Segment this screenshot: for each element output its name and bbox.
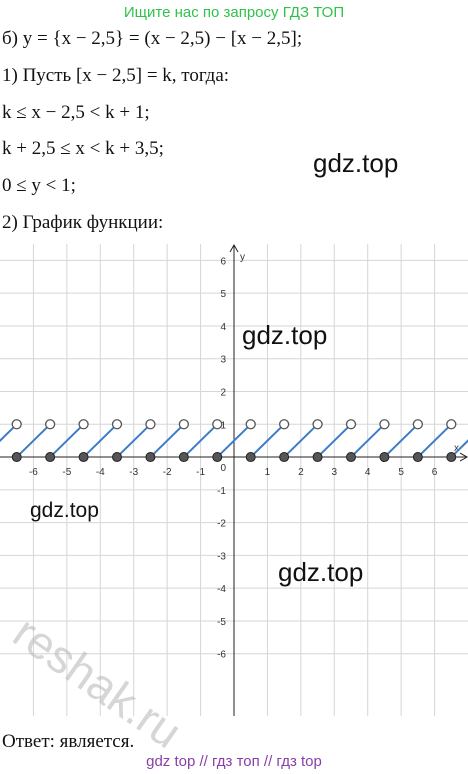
- y-tick-label: 3: [220, 355, 226, 366]
- x-tick-label: 5: [398, 467, 404, 478]
- x-tick-label: 3: [332, 467, 338, 478]
- watermark: gdz.top: [30, 499, 99, 522]
- closed-point: [279, 452, 290, 463]
- segment: [450, 439, 468, 458]
- closed-point: [112, 452, 122, 463]
- closed-point: [78, 452, 89, 463]
- segment: [0, 423, 18, 443]
- closed-point: [11, 452, 22, 463]
- segment: [350, 423, 386, 458]
- x-tick-label: -6: [29, 467, 38, 478]
- watermark: gdz.top: [278, 557, 363, 587]
- x-tick-label: -4: [96, 467, 105, 478]
- closed-point: [412, 452, 423, 463]
- x-tick-label: -1: [196, 467, 205, 478]
- x-arrow: [459, 452, 468, 462]
- x-tick-label: -3: [129, 467, 138, 478]
- closed-point: [245, 452, 256, 463]
- x-tick-label: -5: [62, 467, 71, 478]
- header: Ищите нас по запросу ГДЗ ТОП: [124, 4, 344, 21]
- x-tick-label: 2: [298, 467, 304, 478]
- graph: -6 -5 -4 -3 -2 -1 1 2 3 4 5 6 -6 -5 -4 -3 -2 -1 1 2 3 4 5 6 x y 0: [0, 243, 468, 716]
- segment: [149, 423, 185, 458]
- y-tick-label: -4: [217, 584, 226, 595]
- y-tick-label: 1: [220, 420, 226, 431]
- segment: [82, 423, 118, 458]
- open-point: [145, 419, 156, 430]
- open-point: [178, 419, 190, 430]
- segment: [250, 423, 285, 458]
- math-line: 1) Пусть [x − 2,5] = k, тогда:: [2, 65, 229, 86]
- segment: [417, 423, 452, 458]
- closed-point: [312, 452, 323, 463]
- closed-point: [145, 452, 156, 463]
- open-point: [446, 419, 457, 430]
- open-point: [312, 419, 323, 430]
- closed-point: [346, 452, 356, 463]
- open-point: [111, 419, 123, 430]
- segment: [49, 423, 85, 458]
- y-tick-label: -2: [217, 519, 226, 530]
- closed-point: [379, 452, 390, 463]
- closed-point: [212, 452, 223, 463]
- x-tick-label: -2: [163, 467, 172, 478]
- y-tick-label: 2: [220, 388, 226, 399]
- x-tick-label: 4: [365, 467, 371, 478]
- segment: [383, 423, 419, 458]
- y-tick-label: -6: [217, 650, 226, 661]
- y-tick-label: 4: [220, 322, 226, 333]
- y-tick-label: -5: [217, 617, 226, 628]
- watermark: gdz.top: [242, 320, 327, 350]
- y-tick-label: 5: [220, 289, 226, 300]
- watermark: gdz.top: [313, 148, 398, 178]
- y-arrow: [229, 243, 239, 253]
- closed-point: [45, 452, 56, 463]
- math-line: k + 2,5 ≤ x < k + 3,5;: [2, 138, 164, 159]
- open-point: [212, 419, 223, 430]
- open-point: [379, 419, 390, 430]
- closed-point: [178, 452, 189, 463]
- x-axis-label: x: [454, 443, 459, 454]
- segment: [16, 423, 51, 458]
- y-tick-label: -3: [217, 551, 226, 562]
- open-point: [412, 419, 424, 430]
- origin-label: 0: [220, 463, 226, 474]
- segment: [183, 423, 218, 458]
- math-line: 2) График функции:: [2, 212, 163, 233]
- open-point: [345, 419, 357, 430]
- answer: Ответ: является.: [2, 731, 134, 752]
- open-point: [11, 419, 22, 430]
- y-tick-label: -1: [217, 486, 226, 497]
- math-line: k ≤ x − 2,5 < k + 1;: [2, 102, 150, 123]
- segment: [283, 423, 319, 458]
- y-axis-label: y: [240, 252, 245, 263]
- open-point: [44, 419, 56, 430]
- closed-point: [446, 452, 457, 463]
- math-line: б) y = {x − 2,5} = (x − 2,5) − [x − 2,5]…: [2, 28, 302, 49]
- x-tick-label: 6: [432, 467, 438, 478]
- math-line: 0 ≤ y < 1;: [2, 175, 76, 196]
- open-point: [278, 419, 290, 430]
- segment: [316, 423, 352, 458]
- y-tick-label: 6: [220, 256, 226, 267]
- open-point: [78, 419, 89, 430]
- segments: [0, 423, 468, 458]
- footer: gdz top // гдз топ // гдз top: [146, 753, 322, 770]
- x-tick-label: 1: [265, 467, 271, 478]
- segment: [116, 423, 152, 458]
- open-point: [245, 419, 256, 430]
- segment: [216, 423, 252, 458]
